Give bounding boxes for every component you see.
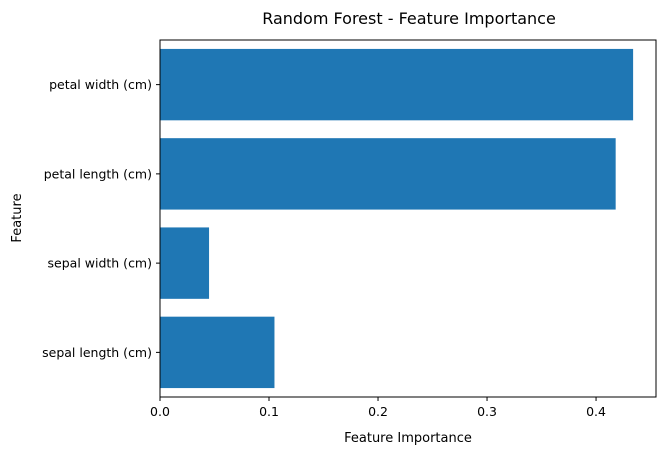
plot-frame bbox=[159, 39, 657, 398]
y-tick-label: sepal width (cm) bbox=[48, 256, 152, 271]
bar bbox=[160, 48, 634, 121]
bar bbox=[160, 138, 616, 210]
x-axis-ticks: 0.0 0.1 0.2 0.3 0.4 bbox=[150, 397, 606, 419]
x-axis-label: Feature Importance bbox=[344, 431, 472, 446]
x-tick-label: 0.0 bbox=[150, 404, 170, 419]
y-tick-label: sepal length (cm) bbox=[42, 345, 152, 360]
x-tick-label: 0.2 bbox=[368, 404, 388, 419]
y-axis-label: Feature bbox=[10, 193, 25, 242]
bar bbox=[160, 227, 210, 299]
x-tick-label: 0.3 bbox=[477, 404, 497, 419]
y-tick-label: petal length (cm) bbox=[44, 166, 152, 181]
chart-title: Random Forest - Feature Importance bbox=[262, 9, 556, 28]
x-tick-label: 0.1 bbox=[259, 404, 279, 419]
bar bbox=[160, 316, 275, 389]
y-tick-label: petal width (cm) bbox=[49, 77, 152, 92]
x-tick-label: 0.4 bbox=[586, 404, 606, 419]
bars bbox=[160, 48, 634, 389]
y-axis-ticks: sepal length (cm) sepal width (cm) petal l… bbox=[42, 77, 160, 360]
